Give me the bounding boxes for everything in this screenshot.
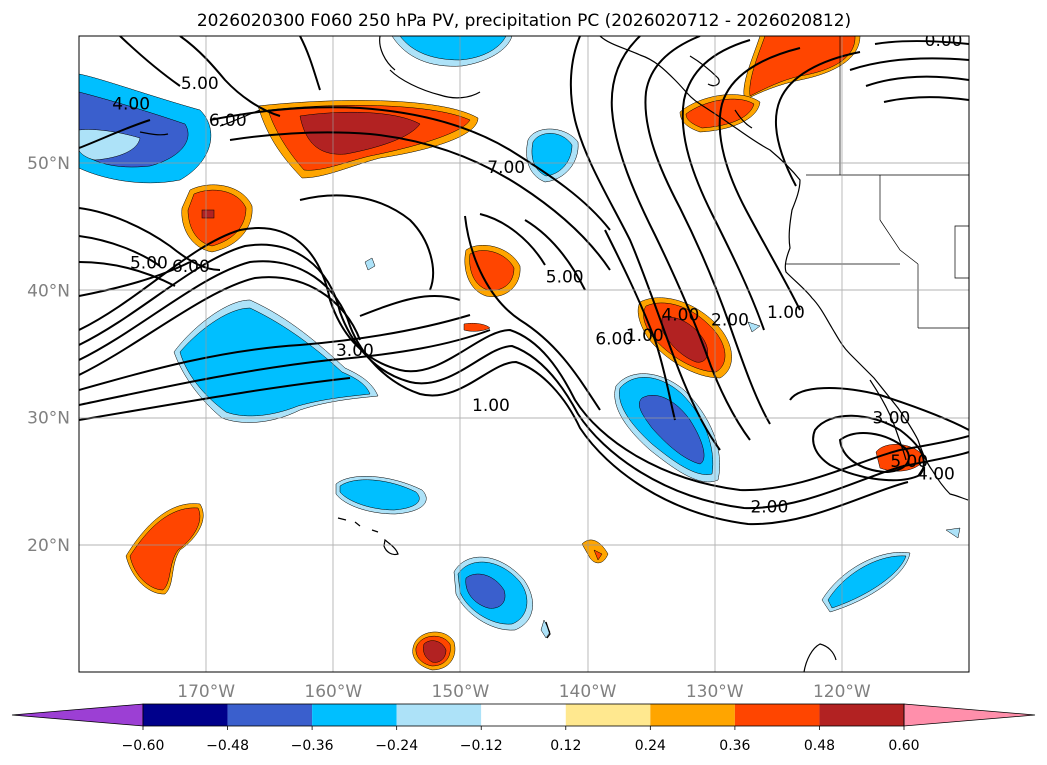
contour-label: 2.00: [750, 498, 788, 518]
shade-blob: [463, 322, 491, 332]
contour-label: 0.00: [925, 31, 963, 51]
colorbar-bin: [565, 704, 651, 726]
colorbar-bin: [650, 704, 735, 726]
colorbar-bin: [396, 704, 482, 726]
contour-label: 5.00: [890, 452, 928, 472]
x-tick-label: 150°W: [432, 682, 490, 702]
colorbar-tick-label: −0.12: [460, 738, 503, 754]
map-panel: 5.004.006.007.005.00 6.003.005.006.001.00…: [78, 31, 970, 673]
shade-blob: [469, 250, 515, 291]
contour-label: 3.00: [873, 409, 911, 429]
shade-blob: [639, 395, 705, 465]
shade-blob: [364, 257, 376, 271]
colorbar-tick-label: −0.48: [206, 738, 249, 754]
contour-label: 1.00: [472, 396, 510, 416]
contour-label: 4.00: [661, 306, 699, 326]
gridlines: [79, 36, 969, 672]
colorbar-tick-label: 0.36: [719, 738, 750, 754]
colorbar-tick-label: 0.48: [804, 738, 835, 754]
shade-blob: [593, 549, 603, 561]
colorbar-tick-label: 0.60: [888, 738, 919, 754]
contour-label: 2.00: [711, 311, 749, 331]
contour-label: 6.00: [209, 111, 247, 131]
colorbar-tick-label: 0.24: [635, 738, 666, 754]
shade-blob: [827, 555, 907, 609]
y-tick-label: 50°N: [27, 154, 70, 174]
shade-blob: [531, 133, 573, 177]
contour-label: 5.00: [130, 253, 168, 273]
map-frame: [78, 35, 970, 673]
colorbar-tick-label: 0.12: [550, 738, 581, 754]
contour-label: 3.00: [336, 341, 374, 361]
shade-blob: [129, 507, 201, 591]
shade-blob: [339, 479, 420, 511]
shade-blob: [945, 527, 961, 539]
colorbar-extend-low: [11, 703, 144, 727]
shade-blob: [79, 129, 141, 161]
contour-label: 1.00: [626, 326, 664, 346]
contour-labels: 5.004.006.007.005.00 6.003.005.006.001.00…: [112, 31, 963, 518]
shade-blob: [179, 307, 371, 417]
contour-label: 7.00: [487, 158, 525, 178]
colorbar-bin: [734, 704, 820, 726]
x-tick-label: 170°W: [177, 682, 235, 702]
y-tick-labels: 20°N 30°N 40°N 50°N: [27, 154, 70, 556]
x-tick-labels: 170°W 160°W 150°W 140°W 130°W 120°W: [177, 682, 871, 702]
contour-label: 4.00: [917, 465, 955, 485]
y-tick-label: 40°N: [27, 281, 70, 301]
chart-title: 2026020300 F060 250 hPa PV, precipitatio…: [197, 11, 851, 31]
pv-contours: [79, 36, 969, 526]
shade-blob: [747, 321, 761, 333]
colorbar-extend-high: [903, 703, 1036, 727]
colorbar-tick-label: −0.60: [122, 738, 165, 754]
contour-label: 1.00: [767, 303, 805, 323]
x-tick-label: 140°W: [559, 682, 617, 702]
colorbar-bin: [312, 704, 397, 726]
contour-label: 4.00: [112, 94, 150, 114]
contour-label: 6.00: [595, 330, 633, 350]
colorbar-tick-label: −0.36: [291, 738, 334, 754]
colorbar-bin: [227, 704, 313, 726]
x-tick-label: 160°W: [304, 682, 362, 702]
coastlines: [139, 36, 969, 672]
shade-blob: [465, 573, 506, 609]
precipitation-shading: [79, 36, 961, 671]
colorbar-bin: [143, 704, 228, 726]
contour-label: 6.00: [172, 257, 210, 277]
state-borders: [786, 36, 969, 329]
x-tick-label: 130°W: [686, 682, 744, 702]
y-tick-label: 20°N: [27, 536, 70, 556]
y-tick-label: 30°N: [27, 409, 70, 429]
colorbar-bin: [819, 704, 904, 726]
colorbar-bin: [481, 704, 566, 726]
colorbar: −0.60 −0.48 −0.36 −0.24 −0.12 0.12 0.24 0.36 0.4…: [11, 703, 1036, 754]
contour-label: 5.00: [546, 267, 584, 287]
colorbar-outline: [142, 703, 905, 727]
contour-label: 5.00: [181, 74, 219, 94]
shade-blob: [661, 316, 708, 363]
shade-blob: [201, 209, 215, 219]
colorbar-tick-label: −0.24: [375, 738, 418, 754]
shade-blob: [423, 640, 447, 663]
x-tick-label: 120°W: [813, 682, 871, 702]
